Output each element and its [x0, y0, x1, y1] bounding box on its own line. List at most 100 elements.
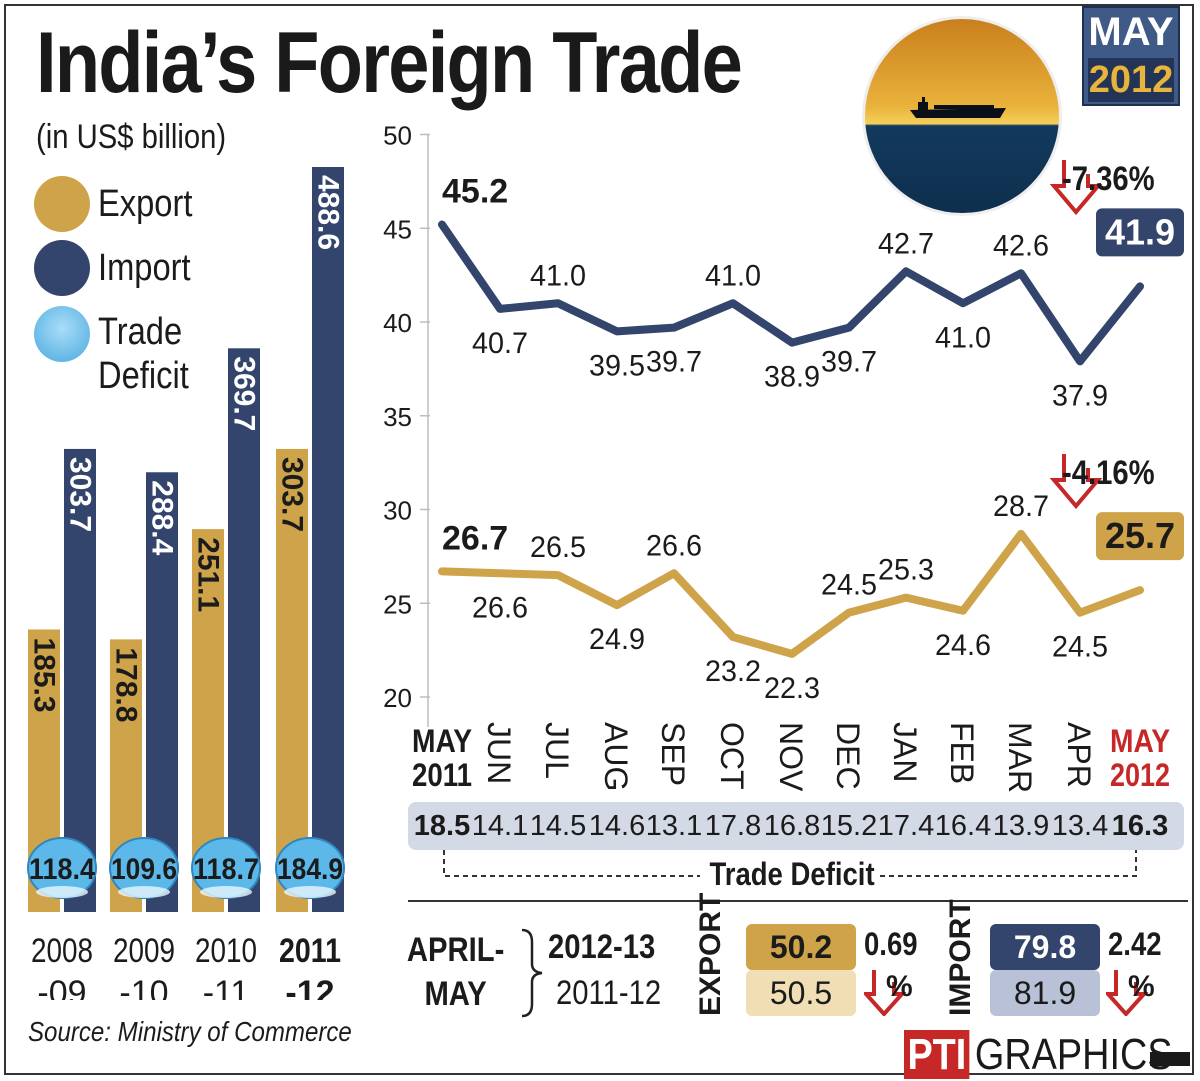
page-title: India’s Foreign Trade — [36, 15, 743, 111]
import-legend-label: Import — [98, 247, 191, 289]
import-highlight-label: 41.9 — [1105, 211, 1175, 252]
x-tick-label-year: 2012 — [1110, 757, 1170, 793]
import-start-label: 45.2 — [442, 173, 508, 211]
trade-deficit-cell: 18.5 — [413, 810, 471, 842]
deficit-legend-swatch — [34, 306, 90, 362]
export-current-value: 50.2 — [746, 924, 856, 970]
x-tick-label: JUN — [481, 722, 517, 784]
import-current-value: 79.8 — [990, 924, 1100, 970]
category-label-year: 2008 — [31, 932, 93, 970]
export-highlight-box — [1096, 512, 1184, 561]
deficit-bubble-shine — [200, 886, 252, 898]
deficit-bubble-label: 118.7 — [193, 853, 259, 886]
year-previous: 2011-12 — [556, 974, 662, 1012]
trade-deficit-cell: 14.6 — [588, 810, 646, 842]
export-point-label: 24.5 — [821, 569, 877, 602]
badge-year: 2012 — [1088, 58, 1174, 102]
year-brace — [521, 928, 543, 1018]
import-point-label: 41.0 — [530, 259, 586, 292]
credit: PTI GRAPHICS — [904, 1030, 1173, 1080]
export-previous-value: 50.5 — [746, 970, 856, 1016]
deficit-bubble-shine — [284, 886, 336, 898]
trade-deficit-cell: 13.1 — [645, 810, 703, 842]
import-bar-label: 369.7 — [228, 356, 261, 431]
import-point-label: 41.0 — [705, 259, 761, 292]
category-label-year: 2011 — [279, 932, 341, 970]
trade-deficit-cell: 16.8 — [763, 810, 821, 842]
import-down-arrow-icon — [1049, 160, 1103, 216]
import-percent-sign: % — [1128, 970, 1155, 1003]
deficit-bubble-shine — [36, 886, 88, 898]
import-bar-label: 288.4 — [146, 480, 179, 555]
x-tick-label: SEP — [655, 722, 691, 786]
x-tick-label-year: 2011 — [412, 757, 472, 793]
export-line — [438, 529, 1144, 658]
import-line — [438, 220, 1144, 366]
badge-month: MAY — [1088, 10, 1174, 54]
y-tick-label: 20 — [383, 683, 412, 713]
infographic-frame — [4, 4, 1194, 1075]
deficit-bubble-label: 109.6 — [111, 853, 177, 886]
export-point-label: 26.5 — [530, 531, 586, 564]
section-divider — [408, 900, 1188, 902]
export-percent-sign: % — [886, 970, 913, 1003]
export-legend-swatch — [34, 176, 90, 232]
april-may-label: APRIL- MAY — [404, 928, 507, 1016]
deficit-bubble-shine — [118, 886, 170, 898]
export-bar-label: 303.7 — [276, 457, 309, 532]
x-tick-label: APR — [1061, 722, 1097, 788]
export-change-value: 0.69 — [864, 926, 918, 962]
import-bar — [228, 348, 260, 912]
x-tick-label-month: MAY — [1110, 723, 1170, 759]
import-highlight-box — [1096, 208, 1184, 257]
ship-icon — [910, 97, 1006, 118]
export-bar-label: 185.3 — [28, 637, 61, 712]
import-point-label: 42.7 — [878, 227, 934, 260]
category-label-year: 2009 — [113, 932, 175, 970]
export-point-label: 28.7 — [993, 490, 1049, 523]
y-tick-label: 40 — [383, 308, 412, 338]
trade-deficit-bracket — [443, 850, 1137, 877]
y-tick-label: 50 — [383, 121, 412, 151]
x-tick-label: AUG — [598, 722, 634, 791]
export-point-label: 26.6 — [472, 591, 528, 624]
trade-deficit-cell: 14.5 — [529, 810, 587, 842]
trade-deficit-cell: 17.8 — [704, 810, 762, 842]
trade-deficit-caption: Trade Deficit — [706, 856, 879, 893]
import-point-label: 41.0 — [935, 321, 991, 354]
export-point-label: 26.6 — [646, 529, 702, 562]
export-change-label: -4.16% — [1062, 454, 1155, 492]
export-bar-label: 178.8 — [110, 647, 143, 722]
export-point-label: 24.6 — [935, 629, 991, 662]
pti-logo: PTI — [904, 1030, 970, 1079]
export-legend-label: Export — [98, 183, 193, 225]
date-badge: MAY 2012 — [1082, 6, 1180, 106]
footer-bar — [1150, 1052, 1190, 1066]
export-point-label: 25.3 — [878, 554, 934, 587]
x-tick-label-month: MAY — [412, 723, 472, 759]
unit-label: (in US$ billion) — [36, 118, 227, 156]
y-tick-label: 30 — [383, 496, 412, 526]
x-tick-label: JAN — [887, 722, 923, 782]
import-change-value: 2.42 — [1108, 926, 1162, 962]
category-label-suffix: -09 — [37, 974, 86, 1000]
y-tick-label: 45 — [383, 214, 412, 244]
import-bar-label: 303.7 — [64, 457, 97, 532]
trade-deficit-cell: 14.1 — [471, 810, 529, 842]
credit-text: GRAPHICS — [974, 1030, 1173, 1079]
export-down-arrow-icon — [864, 970, 907, 1016]
import-bar — [64, 448, 96, 912]
export-bar-label: 251.1 — [192, 537, 225, 612]
import-bar — [312, 167, 344, 912]
export-point-label: 22.3 — [764, 672, 820, 705]
x-tick-label: MAR — [1002, 722, 1038, 793]
y-tick-label: 25 — [383, 589, 412, 619]
export-start-label: 26.7 — [442, 519, 508, 557]
import-down-arrow-icon — [1106, 970, 1149, 1016]
export-bar — [276, 448, 308, 912]
import-point-label: 38.9 — [764, 361, 820, 394]
deficit-legend-label-1: Trade — [98, 311, 183, 353]
x-tick-label: OCT — [714, 722, 750, 790]
x-tick-label: FEB — [944, 722, 980, 784]
